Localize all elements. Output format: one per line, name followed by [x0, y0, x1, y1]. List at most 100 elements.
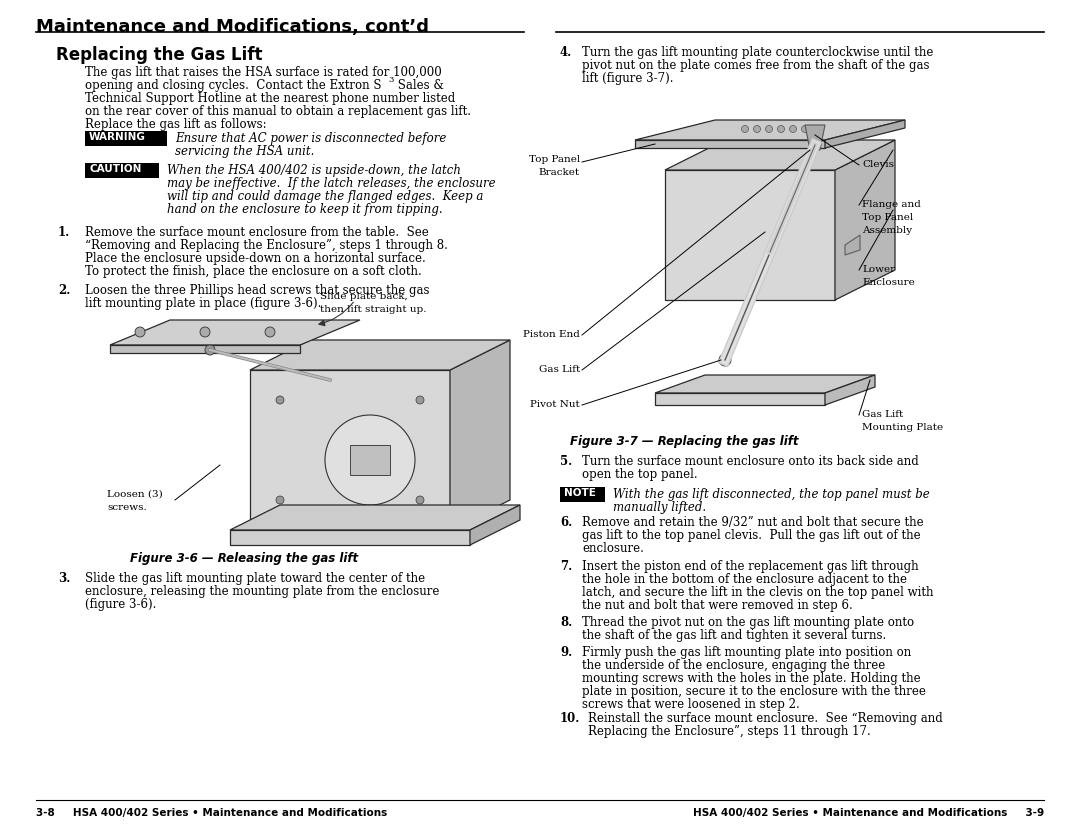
Text: screws.: screws.	[107, 503, 147, 512]
Text: 3-8     HSA 400/402 Series • Maintenance and Modifications: 3-8 HSA 400/402 Series • Maintenance and…	[36, 808, 388, 818]
Polygon shape	[805, 125, 825, 150]
Text: 5.: 5.	[561, 455, 572, 468]
Text: Pivot Nut: Pivot Nut	[530, 400, 580, 409]
Text: WARNING: WARNING	[89, 132, 146, 142]
Text: pivot nut on the plate comes free from the shaft of the gas: pivot nut on the plate comes free from t…	[582, 59, 930, 72]
Text: 7.: 7.	[561, 560, 572, 573]
Text: on the rear cover of this manual to obtain a replacement gas lift.: on the rear cover of this manual to obta…	[85, 105, 471, 118]
Text: Figure 3-7 — Replacing the gas lift: Figure 3-7 — Replacing the gas lift	[570, 435, 798, 448]
Text: Turn the surface mount enclosure onto its back side and: Turn the surface mount enclosure onto it…	[582, 455, 919, 468]
Circle shape	[325, 415, 415, 505]
Polygon shape	[665, 170, 835, 300]
Text: “Removing and Replacing the Enclosure”, steps 1 through 8.: “Removing and Replacing the Enclosure”, …	[85, 239, 448, 252]
Text: will tip and could damage the flanged edges.  Keep a: will tip and could damage the flanged ed…	[167, 190, 484, 203]
Text: Remove and retain the 9/32” nut and bolt that secure the: Remove and retain the 9/32” nut and bolt…	[582, 516, 923, 529]
Text: 2.: 2.	[58, 284, 70, 297]
Polygon shape	[665, 140, 895, 170]
Circle shape	[789, 125, 797, 133]
Text: NOTE: NOTE	[564, 488, 596, 498]
Text: mounting screws with the holes in the plate. Holding the: mounting screws with the holes in the pl…	[582, 672, 920, 685]
Text: latch, and secure the lift in the clevis on the top panel with: latch, and secure the lift in the clevis…	[582, 586, 933, 599]
Text: Assembly: Assembly	[862, 226, 913, 235]
Text: screws that were loosened in step 2.: screws that were loosened in step 2.	[582, 698, 800, 711]
Text: 3.: 3.	[58, 572, 70, 585]
Text: (figure 3-6).: (figure 3-6).	[85, 598, 157, 611]
Text: Replacing the Gas Lift: Replacing the Gas Lift	[56, 46, 262, 64]
Text: Technical Support Hotline at the nearest phone number listed: Technical Support Hotline at the nearest…	[85, 92, 456, 105]
Polygon shape	[230, 505, 519, 530]
Bar	[85, 163, 159, 178]
Circle shape	[200, 327, 210, 337]
Text: Bracket: Bracket	[539, 168, 580, 177]
Text: Firmly push the gas lift mounting plate into position on: Firmly push the gas lift mounting plate …	[582, 646, 912, 659]
Text: enclosure.: enclosure.	[582, 542, 644, 555]
Text: lift (figure 3-7).: lift (figure 3-7).	[582, 72, 674, 85]
Text: the shaft of the gas lift and tighten it several turns.: the shaft of the gas lift and tighten it…	[582, 629, 887, 642]
Circle shape	[778, 125, 784, 133]
Polygon shape	[635, 140, 825, 148]
Text: then lift straight up.: then lift straight up.	[320, 305, 427, 314]
Circle shape	[766, 125, 772, 133]
Circle shape	[276, 496, 284, 504]
Text: To protect the finish, place the enclosure on a soft cloth.: To protect the finish, place the enclosu…	[85, 265, 422, 278]
Circle shape	[810, 140, 820, 150]
Text: Top Panel: Top Panel	[862, 213, 914, 222]
Text: Thread the pivot nut on the gas lift mounting plate onto: Thread the pivot nut on the gas lift mou…	[582, 616, 914, 629]
Circle shape	[205, 345, 215, 355]
Text: When the HSA 400/402 is upside-down, the latch: When the HSA 400/402 is upside-down, the…	[167, 164, 461, 177]
Circle shape	[813, 125, 821, 133]
Text: The gas lift that raises the HSA surface is rated for 100,000: The gas lift that raises the HSA surface…	[85, 66, 442, 79]
Text: Enclosure: Enclosure	[862, 278, 915, 287]
Text: may be ineffective.  If the latch releases, the enclosure: may be ineffective. If the latch release…	[167, 177, 496, 190]
Text: the nut and bolt that were removed in step 6.: the nut and bolt that were removed in st…	[582, 599, 853, 612]
Text: the underside of the enclosure, engaging the three: the underside of the enclosure, engaging…	[582, 659, 886, 672]
Text: Loosen (3): Loosen (3)	[107, 490, 163, 499]
Bar	[350, 445, 390, 475]
Text: Gas Lift: Gas Lift	[862, 410, 903, 419]
Circle shape	[416, 396, 424, 404]
Polygon shape	[825, 120, 905, 148]
Text: enclosure, releasing the mounting plate from the enclosure: enclosure, releasing the mounting plate …	[85, 585, 440, 598]
Circle shape	[135, 327, 145, 337]
Text: plate in position, secure it to the enclosure with the three: plate in position, secure it to the encl…	[582, 685, 926, 698]
Polygon shape	[110, 320, 360, 345]
Text: 10.: 10.	[561, 712, 580, 725]
Bar	[85, 131, 167, 146]
Polygon shape	[249, 340, 510, 370]
Circle shape	[742, 125, 748, 133]
Text: Slide plate back,: Slide plate back,	[320, 292, 408, 301]
Text: 3: 3	[389, 76, 394, 84]
Polygon shape	[230, 530, 470, 545]
Text: Mounting Plate: Mounting Plate	[862, 423, 943, 432]
Text: Maintenance and Modifications, cont’d: Maintenance and Modifications, cont’d	[36, 18, 429, 36]
Text: Top Panel: Top Panel	[529, 155, 580, 164]
Text: 6.: 6.	[561, 516, 572, 529]
Text: manually lifted.: manually lifted.	[613, 501, 706, 514]
Circle shape	[754, 125, 760, 133]
Text: Clevis: Clevis	[862, 160, 894, 169]
Text: HSA 400/402 Series • Maintenance and Modifications     3-9: HSA 400/402 Series • Maintenance and Mod…	[693, 808, 1044, 818]
Polygon shape	[635, 120, 905, 140]
Polygon shape	[450, 340, 510, 530]
Text: Loosen the three Phillips head screws that secure the gas: Loosen the three Phillips head screws th…	[85, 284, 430, 297]
Text: With the gas lift disconnected, the top panel must be: With the gas lift disconnected, the top …	[613, 488, 930, 501]
Polygon shape	[825, 375, 875, 405]
Circle shape	[276, 396, 284, 404]
Text: Place the enclosure upside-down on a horizontal surface.: Place the enclosure upside-down on a hor…	[85, 252, 426, 265]
Circle shape	[719, 354, 731, 366]
Text: Remove the surface mount enclosure from the table.  See: Remove the surface mount enclosure from …	[85, 226, 429, 239]
Text: Sales &: Sales &	[394, 79, 444, 92]
Text: lift mounting plate in place (figure 3-6).: lift mounting plate in place (figure 3-6…	[85, 297, 322, 310]
Text: Figure 3-6 — Releasing the gas lift: Figure 3-6 — Releasing the gas lift	[130, 552, 359, 565]
Circle shape	[801, 125, 809, 133]
Text: Replacing the Enclosure”, steps 11 through 17.: Replacing the Enclosure”, steps 11 throu…	[588, 725, 870, 738]
Polygon shape	[835, 140, 895, 300]
Text: Gas Lift: Gas Lift	[539, 365, 580, 374]
Text: 1.: 1.	[58, 226, 70, 239]
Text: Slide the gas lift mounting plate toward the center of the: Slide the gas lift mounting plate toward…	[85, 572, 426, 585]
Text: open the top panel.: open the top panel.	[582, 468, 698, 481]
Polygon shape	[654, 393, 825, 405]
Polygon shape	[654, 375, 875, 393]
Text: servicing the HSA unit.: servicing the HSA unit.	[175, 145, 314, 158]
Polygon shape	[845, 235, 860, 255]
